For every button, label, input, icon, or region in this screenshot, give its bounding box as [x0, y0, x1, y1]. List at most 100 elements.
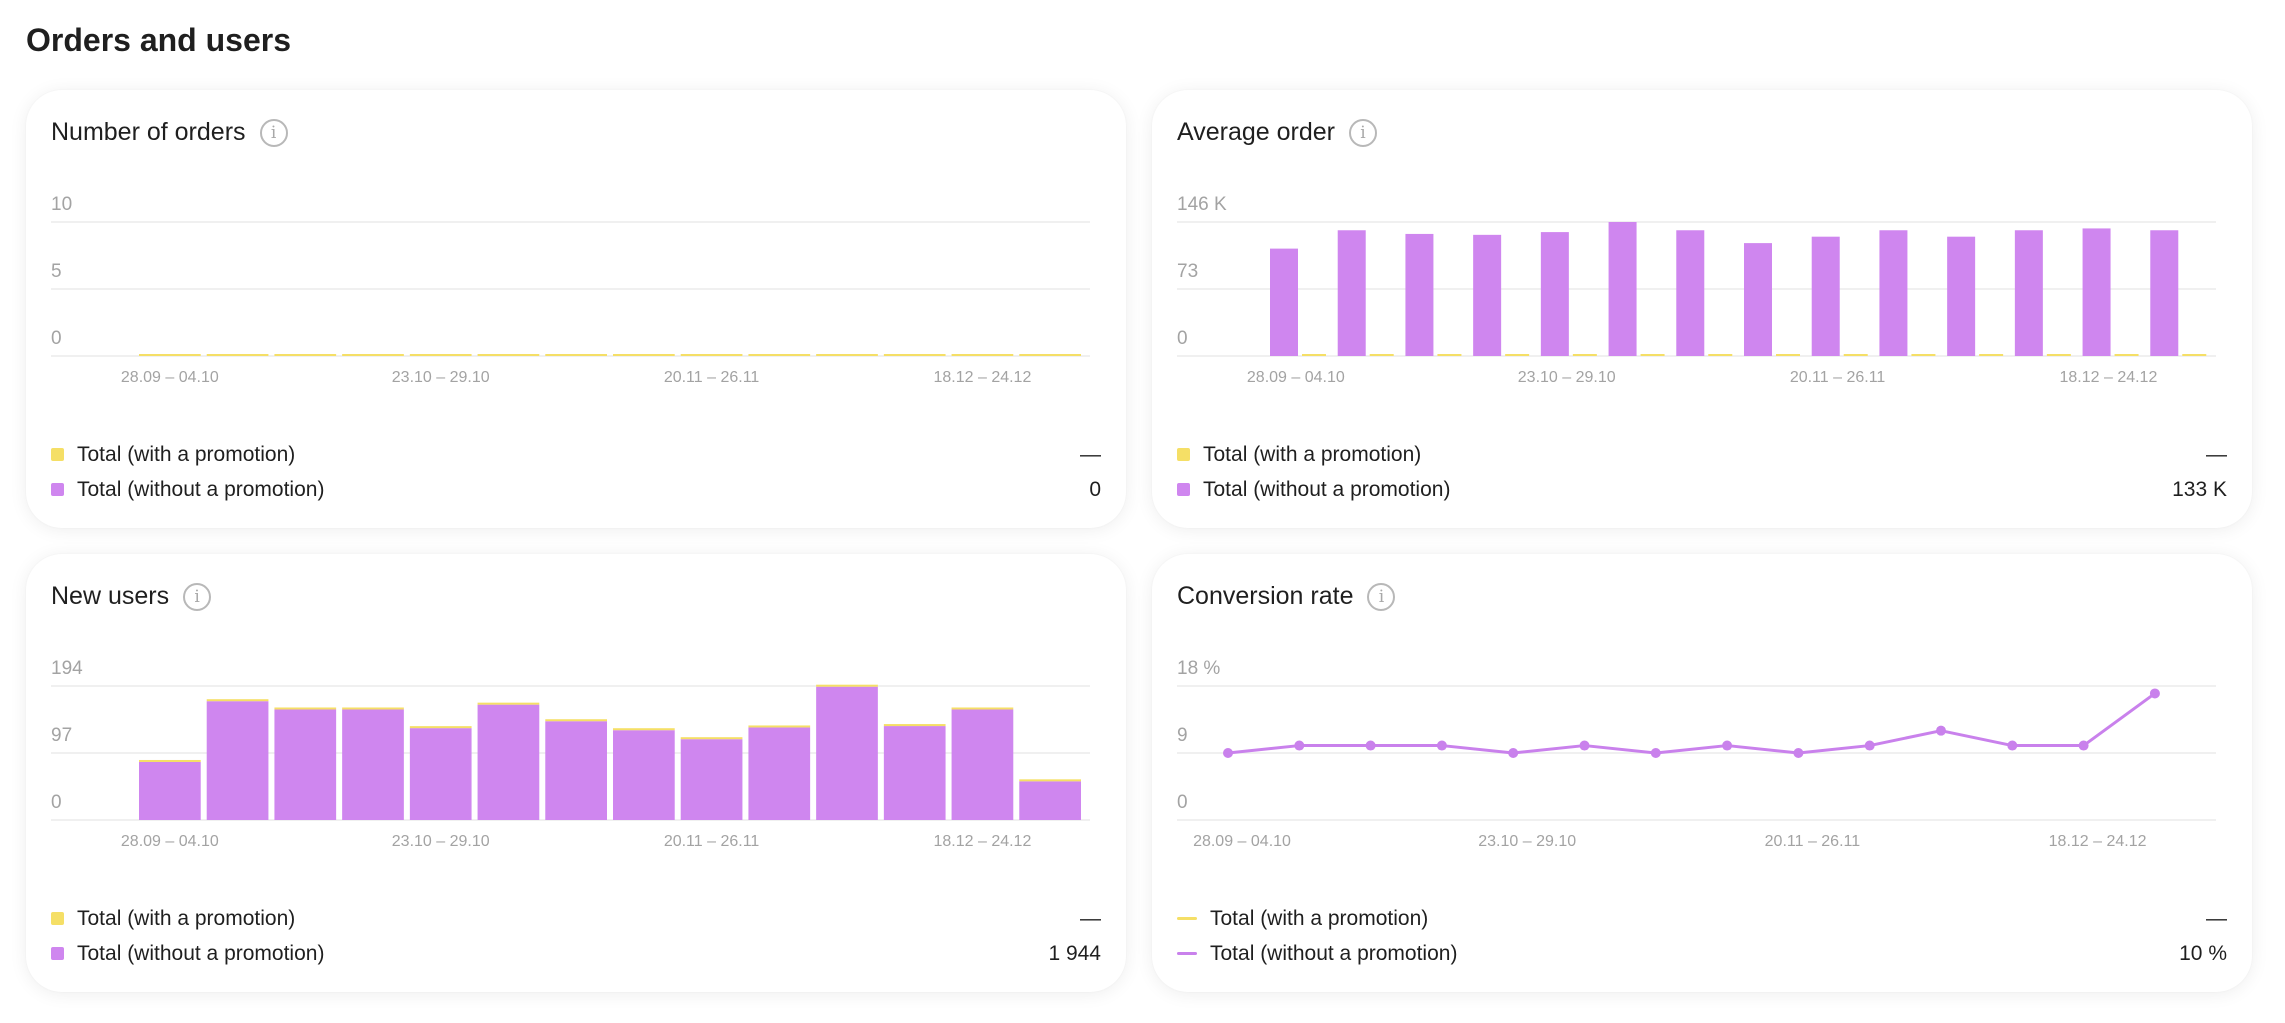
info-icon[interactable]: i: [1348, 118, 1377, 147]
bar-with-promotion: [1911, 354, 1936, 356]
bar-with-promotion: [951, 707, 1014, 710]
bar-with-promotion: [816, 684, 878, 687]
card-header: New users i: [51, 582, 212, 611]
data-point: [1436, 740, 1447, 751]
bar-without-promotion: [2014, 230, 2043, 356]
bar-with-promotion: [748, 725, 811, 728]
legend-item-without-promotion[interactable]: Total (without a promotion) 0: [51, 472, 1101, 507]
bar-without-promotion: [816, 686, 878, 820]
legend-item-with-promotion[interactable]: Total (with a promotion) —: [1177, 901, 2227, 936]
card-title: Average order: [1177, 118, 1335, 146]
bar-without-promotion: [139, 761, 201, 820]
legend-item-with-promotion[interactable]: Total (with a promotion) —: [1177, 437, 2227, 472]
bar-with-promotion: [2046, 354, 2071, 356]
bar-without-promotion: [477, 704, 540, 820]
card-header: Number of orders i: [51, 118, 288, 147]
info-icon[interactable]: i: [183, 582, 212, 611]
bar-with-promotion: [1505, 354, 1530, 356]
bar-with-promotion: [409, 726, 472, 729]
series-line-without-promotion: [1227, 692, 2156, 755]
card-header: Average order i: [1177, 118, 1377, 147]
bar-with-promotion: [206, 354, 269, 356]
legend-swatch-with-promotion: [1177, 448, 1190, 461]
legend-label: Total (with a promotion): [77, 906, 296, 930]
bar-without-promotion: [883, 726, 946, 820]
data-point: [1722, 740, 1733, 751]
y-tick-label: 18 %: [1177, 658, 1220, 679]
bar-with-promotion: [545, 719, 607, 722]
data-point: [1650, 748, 1661, 758]
info-icon[interactable]: i: [1367, 582, 1396, 611]
conversion-rate-chart: 18 % 9 0 28.09 – 04.10 23.10 – 29.10 20.11 – …: [1177, 658, 2216, 850]
bar-without-promotion: [1405, 233, 1434, 356]
legend-value: —: [1080, 442, 1101, 466]
bar-without-promotion: [748, 727, 811, 820]
legend-label: Total (without a promotion): [77, 477, 325, 501]
x-tick-label: 28.09 – 04.10: [121, 833, 219, 850]
bar-with-promotion: [613, 354, 675, 356]
legend-item-without-promotion[interactable]: Total (without a promotion) 10 %: [1177, 936, 2227, 971]
bar-without-promotion: [342, 709, 404, 820]
legend-label: Total (without a promotion): [77, 941, 325, 965]
bar-without-promotion: [206, 701, 269, 820]
bar-with-promotion: [1019, 354, 1081, 356]
x-tick-label: 20.11 – 26.11: [1790, 369, 1886, 386]
y-tick-label: 0: [1177, 328, 1188, 349]
card-title: Number of orders: [51, 118, 246, 146]
bar-with-promotion: [2114, 354, 2139, 356]
bar-without-promotion: [613, 730, 675, 820]
bar-without-promotion: [1270, 248, 1298, 356]
bar-with-promotion: [1708, 354, 1733, 356]
bar-with-promotion: [139, 759, 201, 762]
legend-label: Total (with a promotion): [77, 442, 296, 466]
bar-without-promotion: [1879, 230, 1908, 356]
x-tick-label: 28.09 – 04.10: [1247, 369, 1345, 386]
y-tick-label: 0: [1177, 792, 1188, 813]
bar-without-promotion: [951, 709, 1014, 820]
data-point: [1365, 740, 1376, 751]
new-users-card: New users i 194 97 0 28.09 – 04.10 23.10 – 2…: [26, 554, 1126, 992]
bar-without-promotion: [1744, 243, 1772, 356]
bar-with-promotion: [206, 699, 269, 702]
bar-with-promotion: [1302, 354, 1326, 356]
bar-with-promotion: [1640, 354, 1665, 356]
bar-with-promotion: [139, 354, 201, 356]
average-order-chart: 146 K 73 0 28.09 – 04.10 23.10 – 29.10 20.11 …: [1177, 194, 2216, 386]
bar-with-promotion: [680, 354, 743, 356]
bar-without-promotion: [2082, 228, 2111, 356]
bar-with-promotion: [274, 707, 337, 710]
bar-with-promotion: [342, 707, 404, 710]
bar-with-promotion: [545, 354, 607, 356]
legend-value: —: [2206, 442, 2227, 466]
bar-without-promotion: [1473, 234, 1502, 356]
legend-swatch-with-promotion: [51, 448, 64, 461]
data-point: [2149, 688, 2160, 699]
legend-item-with-promotion[interactable]: Total (with a promotion) —: [51, 437, 1101, 472]
bar-with-promotion: [1979, 354, 2004, 356]
bar-without-promotion: [680, 739, 743, 820]
y-tick-label: 10: [51, 194, 72, 215]
number-of-orders-card: Number of orders i 10 5 0 28.09 – 04.10 23.1…: [26, 90, 1126, 528]
bar-with-promotion: [477, 702, 540, 705]
page-title: Orders and users: [26, 22, 291, 58]
x-tick-label: 18.12 – 24.12: [933, 833, 1031, 850]
bar-without-promotion: [1608, 222, 1637, 356]
card-title: New users: [51, 582, 170, 610]
chart-legend: Total (with a promotion) — Total (withou…: [1177, 901, 2227, 971]
number-of-orders-chart: 10 5 0 28.09 – 04.10 23.10 – 29.10 20.11 – 26…: [51, 194, 1090, 386]
x-tick-label: 18.12 – 24.12: [933, 369, 1031, 386]
legend-item-with-promotion[interactable]: Total (with a promotion) —: [51, 901, 1101, 936]
x-tick-label: 20.11 – 26.11: [664, 833, 760, 850]
legend-value: —: [2206, 906, 2227, 930]
bar-with-promotion: [1019, 779, 1081, 782]
data-point: [1223, 748, 1233, 758]
card-title: Conversion rate: [1177, 582, 1354, 610]
legend-item-without-promotion[interactable]: Total (without a promotion) 133 K: [1177, 472, 2227, 507]
x-tick-label: 23.10 – 29.10: [392, 369, 490, 386]
y-tick-label: 0: [51, 792, 62, 813]
chart-legend: Total (with a promotion) — Total (withou…: [51, 901, 1101, 971]
legend-label: Total (with a promotion): [1203, 442, 1422, 466]
data-point: [1508, 748, 1519, 758]
info-icon[interactable]: i: [259, 118, 288, 147]
legend-item-without-promotion[interactable]: Total (without a promotion) 1 944: [51, 936, 1101, 971]
